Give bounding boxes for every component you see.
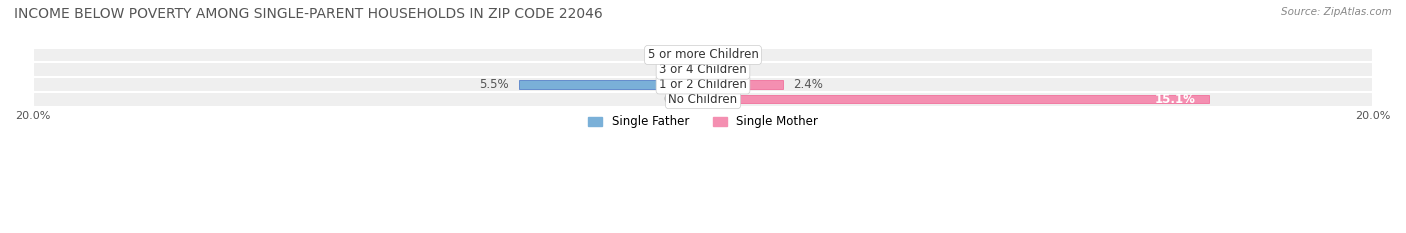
Legend: Single Father, Single Mother: Single Father, Single Mother (583, 111, 823, 133)
Text: 1 or 2 Children: 1 or 2 Children (659, 78, 747, 91)
Bar (32, 77, 1374, 92)
Bar (519, 80, 703, 89)
Text: 2.4%: 2.4% (793, 78, 824, 91)
Text: 0.0%: 0.0% (664, 48, 693, 62)
Text: INCOME BELOW POVERTY AMONG SINGLE-PARENT HOUSEHOLDS IN ZIP CODE 22046: INCOME BELOW POVERTY AMONG SINGLE-PARENT… (14, 7, 603, 21)
Text: 3 or 4 Children: 3 or 4 Children (659, 63, 747, 76)
Text: 0.0%: 0.0% (713, 63, 742, 76)
Text: 0.0%: 0.0% (713, 48, 742, 62)
Text: 0.0%: 0.0% (664, 63, 693, 76)
Bar (32, 62, 1374, 77)
Text: No Children: No Children (668, 93, 738, 106)
Text: 15.1%: 15.1% (1154, 93, 1195, 106)
Bar (32, 92, 1374, 106)
Bar (703, 95, 1209, 103)
Bar (703, 80, 783, 89)
Text: 5.5%: 5.5% (479, 78, 509, 91)
Text: Source: ZipAtlas.com: Source: ZipAtlas.com (1281, 7, 1392, 17)
Text: 5 or more Children: 5 or more Children (648, 48, 758, 62)
Bar (32, 48, 1374, 62)
Text: 0.0%: 0.0% (664, 93, 693, 106)
